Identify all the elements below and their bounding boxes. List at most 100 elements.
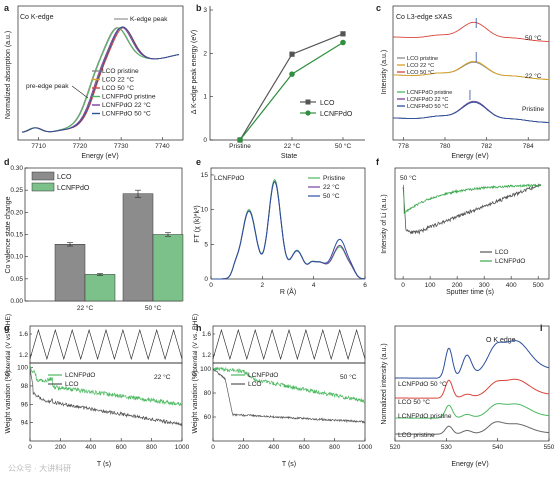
panel-d-ytick-label: 0.10 — [10, 254, 23, 261]
panel-c-curves — [393, 18, 550, 123]
panel-a: a Co K-edge 7710 7720 7730 7740 Energy (eV)… — [4, 3, 184, 160]
panel-a-xtick-label: 7740 — [155, 143, 170, 150]
g-plot-potential-ytick-label: 1.6 — [19, 331, 28, 338]
panel-a-letter: a — [4, 3, 10, 13]
panel-d-ytick-label: 0.20 — [10, 209, 23, 216]
panel-c-legend-label: LCNFPdO 22 °C — [407, 97, 448, 103]
panel-g-legend: LCNFPdO LCO — [48, 372, 95, 388]
panel-e: e LCNFPdO 0 5 10 15 0 2 4 6 R (Å) FT (χ (k)*k³)… — [194, 157, 367, 296]
panel-b-xtick-label: 50 °C — [335, 142, 352, 150]
panel-e-curve-1 — [212, 180, 365, 280]
panel-i-label-lco-50: LCO 50 °C — [398, 398, 430, 406]
panel-c-curve-1 — [393, 60, 550, 80]
panel-b: b 0 1 2 3 Pristine 22 °C 50 °C State Δ K-edge … — [191, 3, 365, 160]
h-plot-xtick-label: 600 — [299, 444, 310, 451]
panel-e-xtick-label: 6 — [363, 282, 367, 289]
panel-b-legend-label: LCO — [320, 100, 335, 107]
g-plot-xtick-label: 400 — [85, 444, 96, 451]
panel-f-xtick-label: 400 — [506, 282, 517, 289]
panel-c-ylabel: Intensity (a.u.) — [381, 50, 388, 94]
panel-g-title: 22 °C — [154, 373, 171, 381]
panel-b-marker-circle — [237, 137, 243, 143]
panel-h-weight-frame — [212, 362, 366, 442]
g-plot-xtick-label: 600 — [116, 444, 127, 451]
h-plot-curve-lcnfpdo — [212, 366, 366, 404]
panel-e-ytick-label: 0 — [204, 276, 208, 283]
panel-i-xtick-label: 540 — [492, 444, 503, 451]
panel-g-weight-frame — [29, 362, 183, 442]
panel-e-curve-0 — [212, 178, 365, 280]
panel-c-label-22c: 22 °C — [525, 72, 542, 80]
panel-i-xlabel: Energy (eV) — [451, 461, 488, 468]
panel-i-label-lco-pristine: LCO pristine — [398, 432, 435, 439]
panel-f-legend: LCO LCNFPdO — [480, 249, 525, 265]
panel-e-legend-label: 22 °C — [323, 183, 340, 191]
g-plot-xtick-label: 800 — [146, 444, 157, 451]
g-plot-ytick-label: 100 — [17, 365, 28, 372]
h-plot-xtick-label: 0 — [211, 444, 215, 451]
g-plot-legend-label: LCNFPdO — [65, 372, 95, 379]
panel-d-legend-swatch — [31, 171, 55, 181]
panel-f-title: 50 °C — [400, 174, 417, 182]
panel-h-legend: LCNFPdO LCO — [231, 372, 278, 388]
panel-d-ytick-label: 0.30 — [10, 165, 23, 172]
panel-b-legend-marker — [305, 110, 311, 116]
g-plot-ytick-label: 98 — [21, 383, 29, 390]
h-plot-xtick-label: 200 — [238, 444, 249, 451]
panel-i-xtick-label: 530 — [441, 444, 452, 451]
panel-e-xlabel: R (Å) — [280, 287, 296, 296]
panel-f-xtick-label: 500 — [533, 282, 544, 289]
panel-e-ytick-label: 15 — [201, 172, 209, 179]
panel-e-xtick-label: 4 — [312, 282, 316, 289]
h-plot-xtick-label: 400 — [268, 444, 279, 451]
panel-f-letter: f — [376, 157, 380, 167]
panel-i-title: O K edge — [486, 337, 516, 344]
panel-d-xtick-label: 50 °C — [145, 304, 162, 312]
panel-a-curve-1 — [21, 26, 179, 133]
panel-i: i O K edge 520 530 540 550 Energy (eV) Norm… — [381, 323, 554, 468]
panel-d-ylabel: Co valence state change — [5, 196, 12, 273]
panel-d-bar — [122, 193, 154, 302]
panel-a-legend-label: LCO 50 °C — [102, 84, 134, 92]
panel-b-plot: 0 1 2 3 Pristine 22 °C 50 °C — [203, 7, 351, 150]
panel-f-xlabel: Sputter time (s) — [446, 289, 494, 296]
panel-c-legend-label: LCNFPdO 50 °C — [407, 104, 448, 110]
panel-f-xtick-label: 100 — [425, 282, 436, 289]
panel-d-plot: 0.00 0.05 0.10 0.15 0.20 0.25 0.30 22 °C 50 °C — [10, 165, 184, 312]
panel-e-frame — [210, 167, 366, 280]
g-plot-xtick-label: 200 — [55, 444, 66, 451]
panel-i-xtick-label: 520 — [390, 444, 401, 451]
watermark: 公众号 · 大讲科研 — [8, 463, 71, 473]
panel-b-axes — [209, 6, 365, 141]
panel-h-top-ylabel: Potential (V vs. RHE) — [192, 314, 199, 376]
panel-a-curve-2 — [22, 27, 179, 133]
panel-b-legend-marker — [305, 99, 311, 105]
panel-e-legend-label: 50 °C — [323, 192, 340, 200]
panel-b-ylabel: Δ K-edge peak energy (eV) — [191, 30, 198, 114]
panel-a-legend-label: LCO 22 °C — [102, 76, 134, 84]
panel-d-bar — [54, 244, 86, 302]
panel-h-letter: h — [196, 323, 202, 333]
panel-f-xtick-label: 200 — [452, 282, 463, 289]
panel-d-letter: d — [4, 157, 10, 167]
h-plot-legend-label: LCO — [248, 381, 262, 388]
panel-c-legend-label: LCNFPdO pristine — [407, 90, 452, 96]
panel-h-title: 50 °C — [340, 373, 357, 381]
panel-c-xtick-label: 780 — [440, 143, 451, 150]
panel-a-curve-4 — [22, 26, 179, 133]
g-plot-curve-lco — [29, 367, 183, 427]
panel-e-ytick-label: 5 — [204, 241, 208, 248]
panel-a-kedge-annotation: K-edge peak — [130, 16, 168, 23]
g-plot-legend-label: LCO — [65, 381, 79, 388]
panel-d-legend-swatch — [31, 182, 55, 192]
panel-e-letter: e — [196, 157, 201, 167]
panel-e-xtick-label: 2 — [261, 282, 265, 289]
panel-b-marker-circle — [340, 39, 346, 46]
panel-h-potential-frame — [212, 325, 366, 364]
panel-b-ytick-label: 3 — [203, 7, 207, 14]
panel-c-title: Co L3-edge sXAS — [396, 14, 452, 21]
panel-b-line-1 — [239, 41, 344, 141]
